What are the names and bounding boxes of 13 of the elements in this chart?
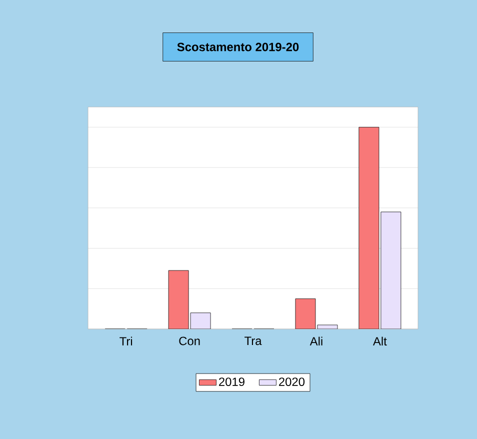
legend-label: 2019 xyxy=(219,378,244,386)
bar xyxy=(168,270,189,329)
x-tick-label: Tri xyxy=(120,336,132,346)
chart-title: Scostamento 2019-20 xyxy=(177,42,299,52)
x-tick-label: Alt xyxy=(372,336,387,346)
x-tick-label: Con xyxy=(179,336,200,346)
bar xyxy=(358,126,380,329)
x-tick-label: Tra xyxy=(244,336,262,346)
bar xyxy=(295,298,316,329)
x-tick-label: Ali xyxy=(310,336,322,346)
bar xyxy=(190,312,211,329)
bar xyxy=(380,212,402,329)
legend-label: 2020 xyxy=(279,378,305,386)
